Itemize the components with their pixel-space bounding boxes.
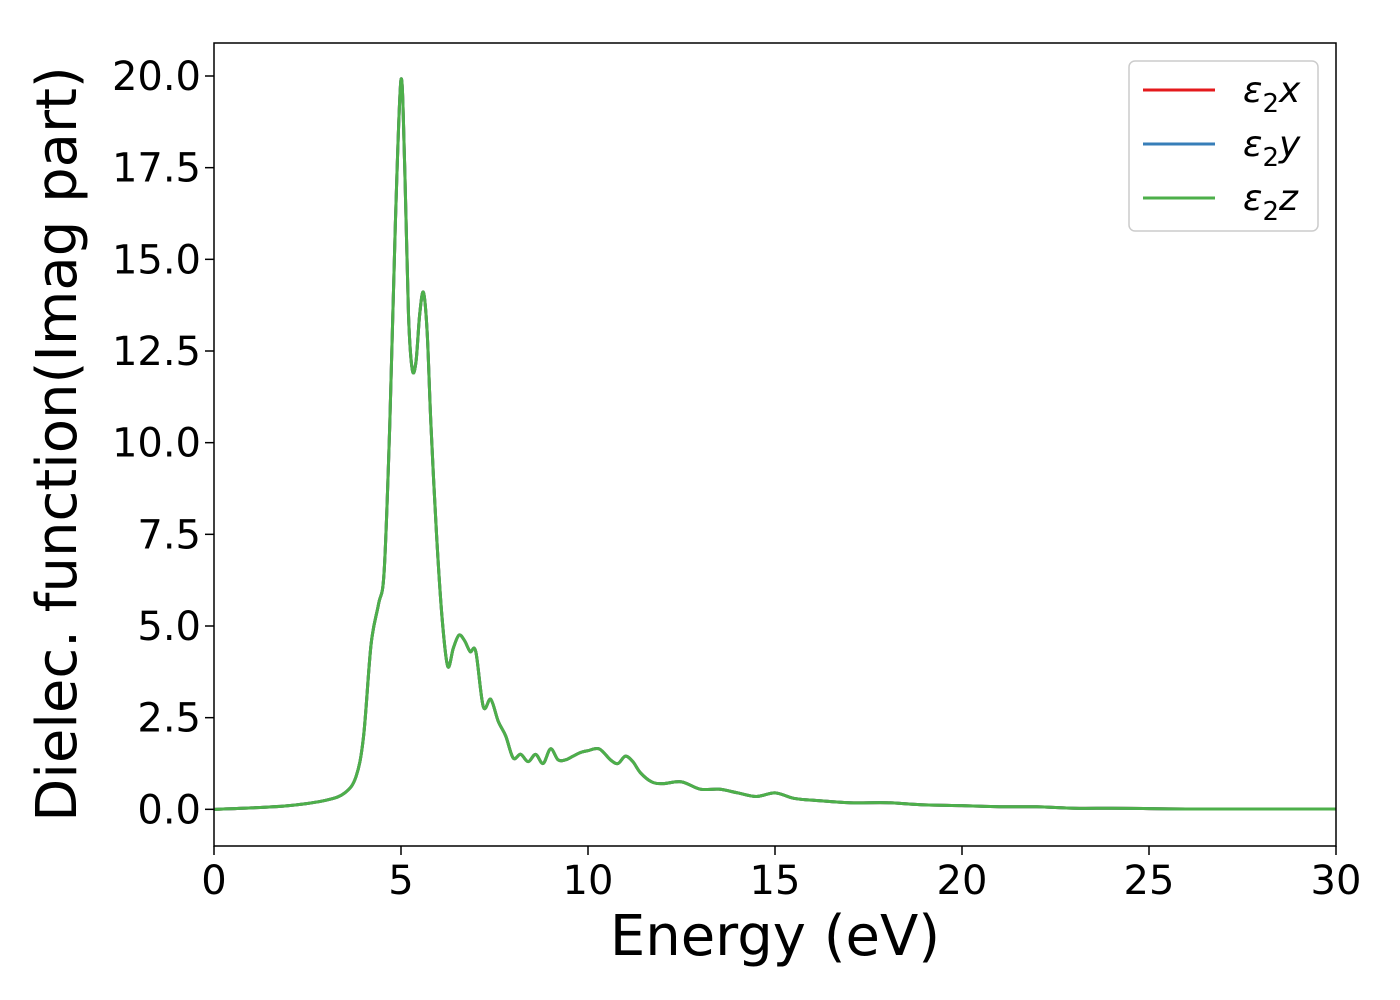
- series-line-z: [213, 77, 1336, 811]
- x-tick-label: 5: [388, 858, 413, 904]
- x-axis: 0 5 10 15 20 25 30: [201, 846, 1361, 904]
- x-tick-label: 20: [937, 858, 988, 904]
- x-tick-label: 30: [1311, 858, 1362, 904]
- x-tick-label: 25: [1124, 858, 1175, 904]
- y-axis-title: Dielec. function(Imag part): [25, 66, 90, 822]
- x-tick-label: 0: [201, 858, 226, 904]
- legend-label-y: ε2y: [1243, 124, 1301, 173]
- x-tick-label: 10: [563, 858, 614, 904]
- y-tick-label: 17.5: [112, 146, 201, 192]
- y-axis: 0.0 2.5 5.0 7.5 10.0 12.5 15.0 17.5 20.0: [112, 54, 214, 833]
- y-tick-label: 7.5: [137, 512, 201, 558]
- series-layer: [213, 77, 1336, 811]
- legend-label-x: ε2x: [1243, 70, 1301, 119]
- x-tick-label: 15: [750, 858, 801, 904]
- legend-box: [1128, 60, 1319, 232]
- y-tick-label: 5.0: [137, 604, 201, 650]
- y-tick-label: 12.5: [112, 329, 201, 375]
- y-tick-label: 0.0: [137, 787, 201, 833]
- x-axis-title: Energy (eV): [610, 904, 940, 969]
- legend-label-z: ε2z: [1243, 178, 1299, 227]
- y-tick-label: 20.0: [112, 54, 201, 100]
- y-tick-label: 15.0: [112, 237, 201, 283]
- legend: ε2x ε2y ε2z: [1128, 60, 1319, 232]
- y-tick-label: 10.0: [112, 421, 201, 467]
- y-tick-label: 2.5: [137, 696, 201, 742]
